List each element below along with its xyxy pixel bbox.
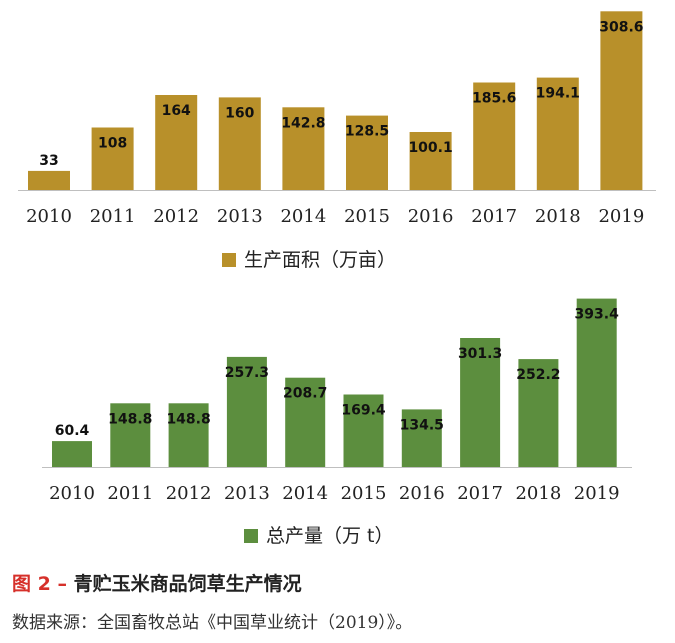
data-label-2012: 148.8 [166,411,210,427]
x-tick-label-2019: 2019 [574,483,620,504]
x-tick-label-2011: 2011 [90,206,136,227]
x-tick-label-2012: 2012 [153,206,199,227]
data-label-2014: 142.8 [281,115,325,131]
bar-2015 [346,115,388,190]
x-tick-label-2015: 2015 [341,483,387,504]
bar-2014 [285,377,326,467]
legend-swatch [244,529,258,543]
x-tick-label-2010: 2010 [49,483,95,504]
x-tick-label-2019: 2019 [598,206,644,227]
data-label-2013: 257.3 [225,365,269,381]
bar-2012 [155,95,198,190]
x-tick-label-2016: 2016 [408,206,454,227]
data-label-2012: 164 [162,103,191,119]
x-tick-label-2018: 2018 [515,483,561,504]
chart-production-area: 33 2010 108 2011 164 2012 160 2013 142.8 2014 128.… [18,11,656,271]
data-label-2011: 108 [98,136,127,152]
x-tick-label-2014: 2014 [280,206,326,227]
data-label-2013: 160 [225,105,254,121]
data-label-2016: 100.1 [408,140,452,156]
bar-2017 [473,82,516,190]
bar-2016 [409,132,452,190]
data-label-2018: 194.1 [536,86,580,102]
data-label-2016: 134.5 [400,417,444,433]
legend-swatch [222,253,236,267]
data-label-2017: 301.3 [458,346,502,362]
bar-2012 [168,403,209,467]
data-label-2014: 208.7 [283,386,327,402]
legend-label: 生产面积（万亩） [244,249,396,271]
figure-number: 图 2 – [12,573,67,595]
data-label-2019: 308.6 [599,19,643,35]
data-label-2018: 252.2 [516,367,560,383]
bar-2014 [282,107,325,190]
data-label-2019: 393.4 [575,307,620,323]
figure-caption: 图 2 – 青贮玉米商品饲草生产情况 [12,569,302,596]
figure-canvas: 33 2010 108 2011 164 2012 160 2013 142.8 2014 128.… [18,11,656,547]
bar-2019 [576,298,617,467]
bar-2010 [52,441,92,467]
bar-2016 [401,409,442,467]
x-tick-label-2010: 2010 [26,206,72,227]
data-label-2010: 33 [39,153,58,169]
x-tick-label-2011: 2011 [107,483,153,504]
x-tick-label-2012: 2012 [166,483,212,504]
data-label-2015: 169.4 [341,403,386,419]
x-tick-label-2015: 2015 [344,206,390,227]
bar-2010 [28,170,70,190]
bar-2011 [91,127,134,190]
bar-2013 [218,97,261,190]
x-tick-label-2013: 2013 [217,206,263,227]
x-tick-label-2013: 2013 [224,483,270,504]
source-note: 数据来源：全国畜牧总站《中国草业统计（2019）》。 [12,613,413,633]
bar-2011 [110,403,151,467]
x-tick-label-2017: 2017 [457,483,503,504]
data-label-2010: 60.4 [55,423,90,439]
bar-2017 [460,338,501,467]
bar-2019 [600,11,643,190]
bar-2015 [343,394,384,467]
x-tick-label-2018: 2018 [535,206,581,227]
figure-title: 青贮玉米商品饲草生产情况 [73,573,302,595]
chart-total-output: 60.4 2010 148.8 2011 148.8 2012 257.3 2013 208.7… [42,298,632,547]
x-tick-label-2014: 2014 [282,483,328,504]
legend-label: 总产量（万 t） [266,525,394,547]
x-tick-label-2016: 2016 [399,483,445,504]
x-tick-label-2017: 2017 [471,206,517,227]
bar-2018 [536,77,579,190]
data-label-2011: 148.8 [108,411,152,427]
data-label-2015: 128.5 [345,124,389,140]
bar-2013 [226,356,267,467]
bar-2018 [518,359,559,467]
data-label-2017: 185.6 [472,91,516,107]
